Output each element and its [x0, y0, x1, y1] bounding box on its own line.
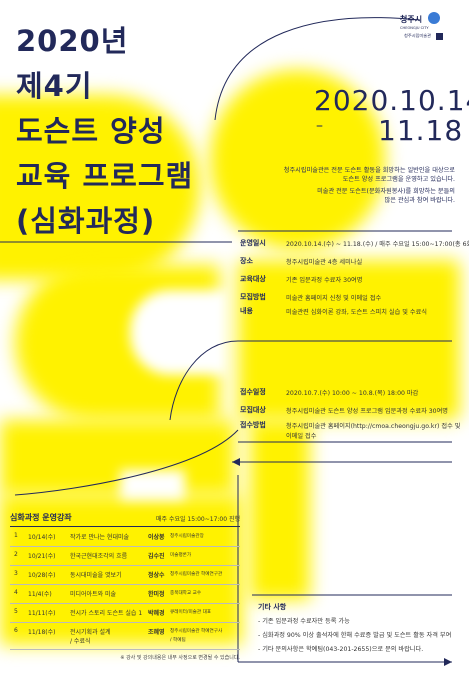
- row-org: / 학예팀: [170, 638, 186, 643]
- info-label: 운영일시: [240, 239, 266, 247]
- row-no: 6: [14, 627, 18, 634]
- row-title: 미디어아트와 미술: [70, 591, 117, 598]
- intro-text: 청주시립미술관은 전문 도슨트 활동을 희망하는 일반인을 대상으로 도슨트 양…: [235, 166, 455, 205]
- info-label: 모집방법: [240, 293, 266, 301]
- date-end: 11.18: [378, 114, 464, 147]
- row-title: 동시대미술을 엿보기: [70, 572, 122, 579]
- info-value: 이메일 접수: [286, 433, 317, 440]
- row-date: 10/21(수): [28, 553, 56, 560]
- row-org: 청주시립미술관 학예연구관: [170, 572, 223, 577]
- title-main: 도슨트 양성: [16, 114, 166, 148]
- info-value: 청주시립미술관 4층 세미나실: [286, 259, 363, 266]
- info-value: 기존 입문과정 수료자 30여명: [286, 277, 363, 284]
- row-speaker: 정상수: [148, 572, 165, 579]
- row-title: 한국근현대조각의 흐름: [70, 553, 128, 560]
- note-item: - 심화과정 90% 이상 출석자에 한해 수료증 발급 및 도슨트 활동 자격…: [258, 632, 452, 639]
- row-no: 2: [14, 551, 18, 558]
- info-label: 내용: [240, 307, 253, 315]
- row-title: 전시가 스토리 도슨트 실습 1: [70, 610, 143, 617]
- row-date: 11/11(수): [28, 610, 56, 617]
- row-title: 작가로 만나는 현대미술: [70, 534, 130, 541]
- info-label: 모집대상: [240, 406, 266, 414]
- row-speaker: 한미정: [148, 591, 165, 598]
- table-row: 1 10/14(수) 작가로 만나는 현대미술 이상봉 청주시립미술관장: [10, 528, 240, 547]
- note-item: - 기타 문의사항은 학예팀(043-201-2655)으로 문의 바랍니다.: [258, 646, 424, 653]
- title-course: (심화과정): [16, 204, 156, 238]
- row-no: 4: [14, 589, 18, 596]
- info-value: 2020.10.7.(수) 10:00 ~ 10.8.(목) 18:00 마감: [286, 390, 419, 397]
- info-label: 접수일정: [240, 388, 266, 396]
- row-speaker: 조혜영: [148, 629, 165, 636]
- row-no: 1: [14, 532, 18, 539]
- title-term: 제4기: [16, 69, 93, 103]
- info-value: 청주시립미술관 홈페이지(http://cmoa.cheongju.go.kr)…: [286, 423, 461, 430]
- logo-text: 청주시: [400, 15, 423, 24]
- schedule-divider: [10, 526, 240, 527]
- schedule-footnote: ※ 강사 및 강의내용은 내부 사정으로 변경될 수 있습니다.: [120, 655, 240, 661]
- info-value: 청주시립미술관 도슨트 양성 프로그램 입문과정 수료자 30여명: [286, 408, 448, 415]
- info-value: 미술관련 심화이론 강좌, 도슨트 스피치 실습 및 수료식: [286, 309, 427, 316]
- row-date: 10/14(수): [28, 534, 56, 541]
- row-date: 11/4(수): [28, 591, 52, 598]
- intro-line: 많은 관심과 참여 바랍니다.: [384, 197, 455, 204]
- info-label: 접수방법: [240, 421, 266, 429]
- table-row: 5 11/11(수) 전시가 스토리 도슨트 실습 1 박혜경 큐레이터/미술관…: [10, 604, 240, 623]
- row-title: / 수료식: [70, 638, 91, 645]
- logo-sub: CHEONGJU CITY: [400, 26, 429, 30]
- row-date: 11/18(수): [28, 629, 56, 636]
- table-row: 2 10/21(수) 한국근현대조각의 흐름 김수진 미술평론가: [10, 547, 240, 566]
- schedule-heading: 심화과정 운영강좌: [10, 513, 72, 522]
- note-item: - 기존 입문과정 수료자만 등록 가능: [258, 618, 350, 625]
- date-start: 2020.10.14: [314, 84, 469, 117]
- intro-line: 미술관 전문 도슨트(문화자원봉사)를 희망하는 분들의: [317, 188, 455, 195]
- museum-logo-text: 청주시립미술관: [404, 33, 431, 38]
- title-program: 교육 프로그램: [16, 159, 194, 193]
- row-no: 3: [14, 570, 18, 577]
- date-dash: –: [316, 118, 324, 134]
- row-org: 충북대학교 교수: [170, 591, 202, 596]
- museum-logo-icon: [436, 33, 443, 40]
- notes-heading: 기타 사항: [258, 603, 287, 611]
- info-value: 미술관 홈페이지 신청 및 이메일 접수: [286, 295, 382, 302]
- intro-line: 도슨트 양성 프로그램을 운영하고 있습니다.: [342, 176, 455, 183]
- row-org: 미술평론가: [170, 553, 192, 558]
- schedule-time: 매주 수요일 15:00~17:00 진행: [156, 516, 240, 523]
- row-org: 큐레이터/미술관 대표: [170, 610, 212, 615]
- row-speaker: 이상봉: [148, 534, 165, 541]
- row-date: 10/28(수): [28, 572, 56, 579]
- table-row: 6 11/18(수) 전시기획과 설계 / 수료식 조혜영 청주시립미술관 학예…: [10, 623, 240, 650]
- row-org: 청주시립미술관 학예연구사: [170, 629, 223, 634]
- row-speaker: 김수진: [148, 553, 165, 560]
- info-label: 교육대상: [240, 275, 266, 283]
- info-label: 장소: [240, 257, 253, 265]
- title-year: 2020년: [16, 24, 129, 58]
- info-value: 2020.10.14.(수) ~ 11.18.(수) / 매주 수요일 15:0…: [286, 241, 469, 248]
- row-speaker: 박혜경: [148, 610, 165, 617]
- intro-line: 청주시립미술관은 전문 도슨트 활동을 희망하는 일반인을 대상으로: [283, 167, 455, 174]
- row-no: 5: [14, 608, 18, 615]
- row-org: 청주시립미술관장: [170, 534, 204, 539]
- table-row: 4 11/4(수) 미디어아트와 미술 한미정 충북대학교 교수: [10, 585, 240, 604]
- table-row: 3 10/28(수) 동시대미술을 엿보기 정상수 청주시립미술관 학예연구관: [10, 566, 240, 585]
- logo-mark-icon: [428, 12, 440, 24]
- row-title: 전시기획과 설계: [70, 629, 111, 636]
